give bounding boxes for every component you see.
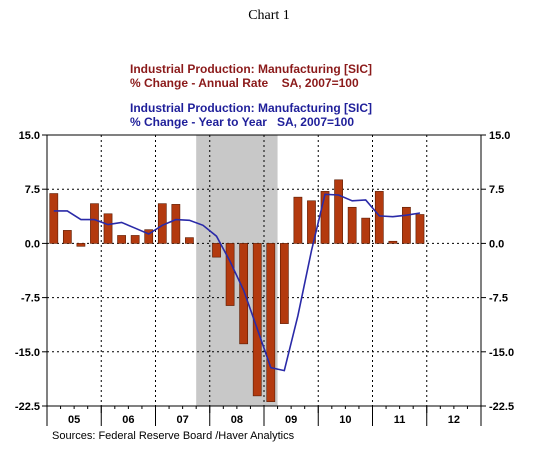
y-tick-label-left: -15.0 — [15, 347, 40, 359]
legend-line-series-unit: % Change - Year to Year SA, 2007=100 — [130, 115, 355, 129]
line-year-to-year — [53, 193, 421, 372]
x-tick-label: 11 — [394, 414, 406, 426]
bar-annual-rate — [90, 203, 99, 244]
bar-annual-rate — [171, 204, 181, 244]
bar-annual-rate — [307, 200, 316, 244]
y-tick-label-right: -15.0 — [489, 347, 514, 359]
legend-line-series-name: Industrial Production: Manufacturing [SI… — [130, 101, 372, 115]
sources-note: Sources: Federal Reserve Board /Haver An… — [52, 430, 295, 442]
bar-annual-rate — [117, 235, 126, 244]
y-tick-label-right: 7.5 — [489, 184, 504, 196]
bar-annual-rate — [239, 243, 249, 345]
x-tick-label: 05 — [68, 414, 80, 426]
y-tick-label-left: -22.5 — [15, 401, 40, 413]
bar-annual-rate — [212, 243, 221, 258]
y-tick-label-left: -7.5 — [21, 293, 40, 305]
bar-annual-rate — [252, 243, 262, 397]
bar-annual-rate — [144, 229, 154, 244]
bar-annual-rate — [415, 214, 425, 244]
x-tick-label: 06 — [122, 414, 134, 426]
bar-annual-rate — [266, 243, 276, 402]
x-tick-label: 10 — [339, 414, 351, 426]
bar-annual-rate — [320, 191, 330, 244]
y-tick-label-left: 0.0 — [25, 238, 40, 250]
y-tick-label-right: -7.5 — [489, 293, 508, 305]
x-tick-label: 08 — [231, 414, 243, 426]
legend-bar-series-name: Industrial Production: Manufacturing [SI… — [130, 62, 372, 76]
y-tick-label-left: 7.5 — [25, 184, 40, 196]
y-tick-label-right: -22.5 — [489, 401, 514, 413]
bar-annual-rate — [402, 206, 411, 244]
bar-annual-rate — [76, 243, 86, 247]
x-tick-label: 12 — [448, 414, 460, 426]
bar-annual-rate — [185, 237, 194, 244]
legend-bar-series-unit: % Change - Annual Rate SA, 2007=100 — [130, 76, 359, 90]
x-tick-label: 09 — [285, 414, 297, 426]
bar-annual-rate — [374, 191, 384, 244]
y-tick-label-right: 0.0 — [489, 238, 504, 250]
bar-annual-rate — [334, 179, 343, 244]
recession-shading — [196, 135, 278, 406]
bar-annual-rate — [130, 235, 140, 244]
bar-annual-rate — [293, 196, 303, 244]
chart-title: Chart 1 — [248, 8, 290, 23]
bar-annual-rate — [361, 217, 371, 244]
bar-annual-rate — [49, 193, 59, 244]
bar-annual-rate — [347, 206, 357, 244]
y-tick-label-right: 15.0 — [489, 130, 510, 142]
bar-annual-rate — [279, 243, 289, 324]
y-tick-label-left: 15.0 — [19, 130, 40, 142]
bar-annual-rate — [388, 240, 398, 244]
x-tick-label: 07 — [177, 414, 189, 426]
bar-annual-rate — [62, 230, 72, 244]
bar-annual-rate — [103, 213, 113, 244]
bar-annual-rate — [225, 243, 235, 306]
